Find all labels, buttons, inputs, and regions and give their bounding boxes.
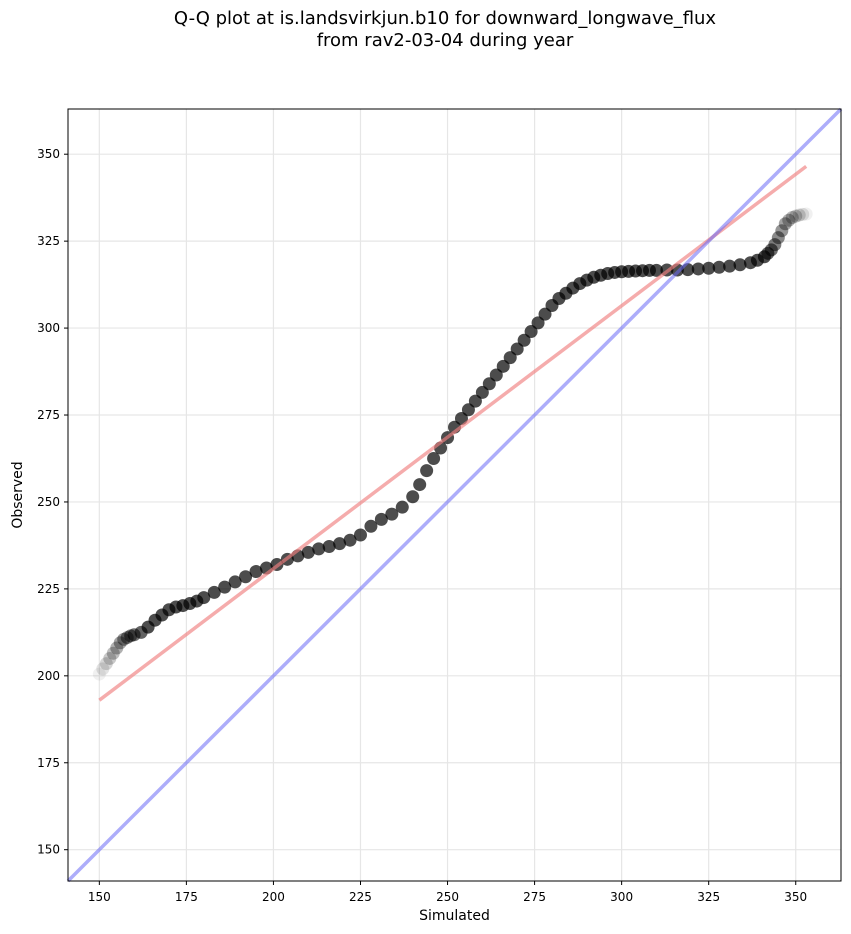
quantile-point xyxy=(312,542,326,556)
quantile-point xyxy=(427,451,441,465)
quantile-point xyxy=(775,224,789,238)
x-tick-label: 150 xyxy=(88,890,111,904)
y-tick-label: 300 xyxy=(37,321,60,335)
quantile-point xyxy=(496,359,510,373)
quantile-point xyxy=(322,539,336,553)
x-tick-label: 350 xyxy=(784,890,807,904)
chart-title-line2: from rav2-03-04 during year xyxy=(316,30,574,51)
x-tick-label: 225 xyxy=(349,890,372,904)
quantile-point xyxy=(461,403,475,417)
quantile-point xyxy=(510,342,524,356)
quantile-point xyxy=(789,209,803,223)
axes-frame xyxy=(67,108,842,882)
quantile-point xyxy=(207,585,221,599)
quantile-point xyxy=(364,519,378,533)
quantile-point xyxy=(218,580,232,594)
quantile-point xyxy=(503,351,517,365)
quantile-point xyxy=(103,651,117,665)
x-tick-label: 300 xyxy=(610,890,633,904)
quantile-point xyxy=(113,636,127,650)
quantile-point xyxy=(395,500,409,514)
quantile-point xyxy=(796,207,810,221)
quantile-point xyxy=(702,261,716,275)
quantile-point xyxy=(406,490,420,504)
y-tick-label: 175 xyxy=(37,756,60,770)
y-axis-label: Observed xyxy=(10,461,26,528)
quantile-point xyxy=(778,217,792,231)
quantile-point xyxy=(228,575,242,589)
quantile-point xyxy=(799,207,813,221)
quantile-point xyxy=(110,641,124,655)
y-tick-label: 275 xyxy=(37,408,60,422)
quantile-point xyxy=(517,333,531,347)
chart-title-line1: Q-Q plot at is.landsvirkjun.b10 for down… xyxy=(173,8,717,29)
quantile-point xyxy=(374,512,388,526)
quantile-point xyxy=(99,657,113,671)
quantile-point xyxy=(771,231,785,245)
quantile-point xyxy=(106,646,120,660)
axis-ticks: 150 175 200 225 250 275 300 325 350 150 175 200 225 2… xyxy=(37,147,807,904)
one-to-one-line xyxy=(66,107,843,883)
quantile-point xyxy=(385,507,399,521)
quantile-point xyxy=(468,394,482,408)
quantile-point xyxy=(723,259,737,273)
quantile-point xyxy=(353,528,367,542)
x-tick-label: 250 xyxy=(436,890,459,904)
x-tick-label: 325 xyxy=(697,890,720,904)
quantile-point xyxy=(733,258,747,272)
quantile-point xyxy=(413,478,427,492)
quantile-point xyxy=(92,667,106,681)
y-tick-label: 325 xyxy=(37,234,60,248)
quantile-point xyxy=(768,238,782,252)
x-tick-label: 200 xyxy=(262,890,285,904)
x-axis-label: Simulated xyxy=(419,908,490,924)
quantile-point xyxy=(691,262,705,276)
quantile-point xyxy=(249,565,263,579)
y-tick-label: 350 xyxy=(37,147,60,161)
quantile-point xyxy=(489,368,503,382)
quantile-point xyxy=(420,464,434,478)
quantile-point xyxy=(649,263,663,277)
quantile-point xyxy=(197,591,211,605)
quantile-point xyxy=(333,537,347,551)
quantile-point xyxy=(482,377,496,391)
fit-line xyxy=(98,164,808,702)
chart-title: Q-Q plot at is.landsvirkjun.b10 for down… xyxy=(0,8,851,52)
y-tick-label: 150 xyxy=(37,843,60,857)
quantile-point xyxy=(239,570,253,584)
quantile-point xyxy=(96,662,110,676)
y-tick-label: 250 xyxy=(37,495,60,509)
y-tick-label: 200 xyxy=(37,669,60,683)
grid xyxy=(68,109,841,881)
quantile-point xyxy=(531,316,545,330)
quantile-point xyxy=(301,545,315,559)
quantile-point xyxy=(343,533,357,547)
x-tick-label: 275 xyxy=(523,890,546,904)
quantile-point xyxy=(785,210,799,224)
quantile-point xyxy=(475,385,489,399)
quantile-point xyxy=(454,411,468,425)
quantile-point xyxy=(792,208,806,222)
quantile-point xyxy=(782,213,796,227)
y-tick-label: 225 xyxy=(37,582,60,596)
quantile-point xyxy=(712,260,726,274)
quantile-points xyxy=(92,207,813,681)
quantile-point xyxy=(538,307,552,321)
x-tick-label: 175 xyxy=(175,890,198,904)
quantile-point xyxy=(524,325,538,339)
